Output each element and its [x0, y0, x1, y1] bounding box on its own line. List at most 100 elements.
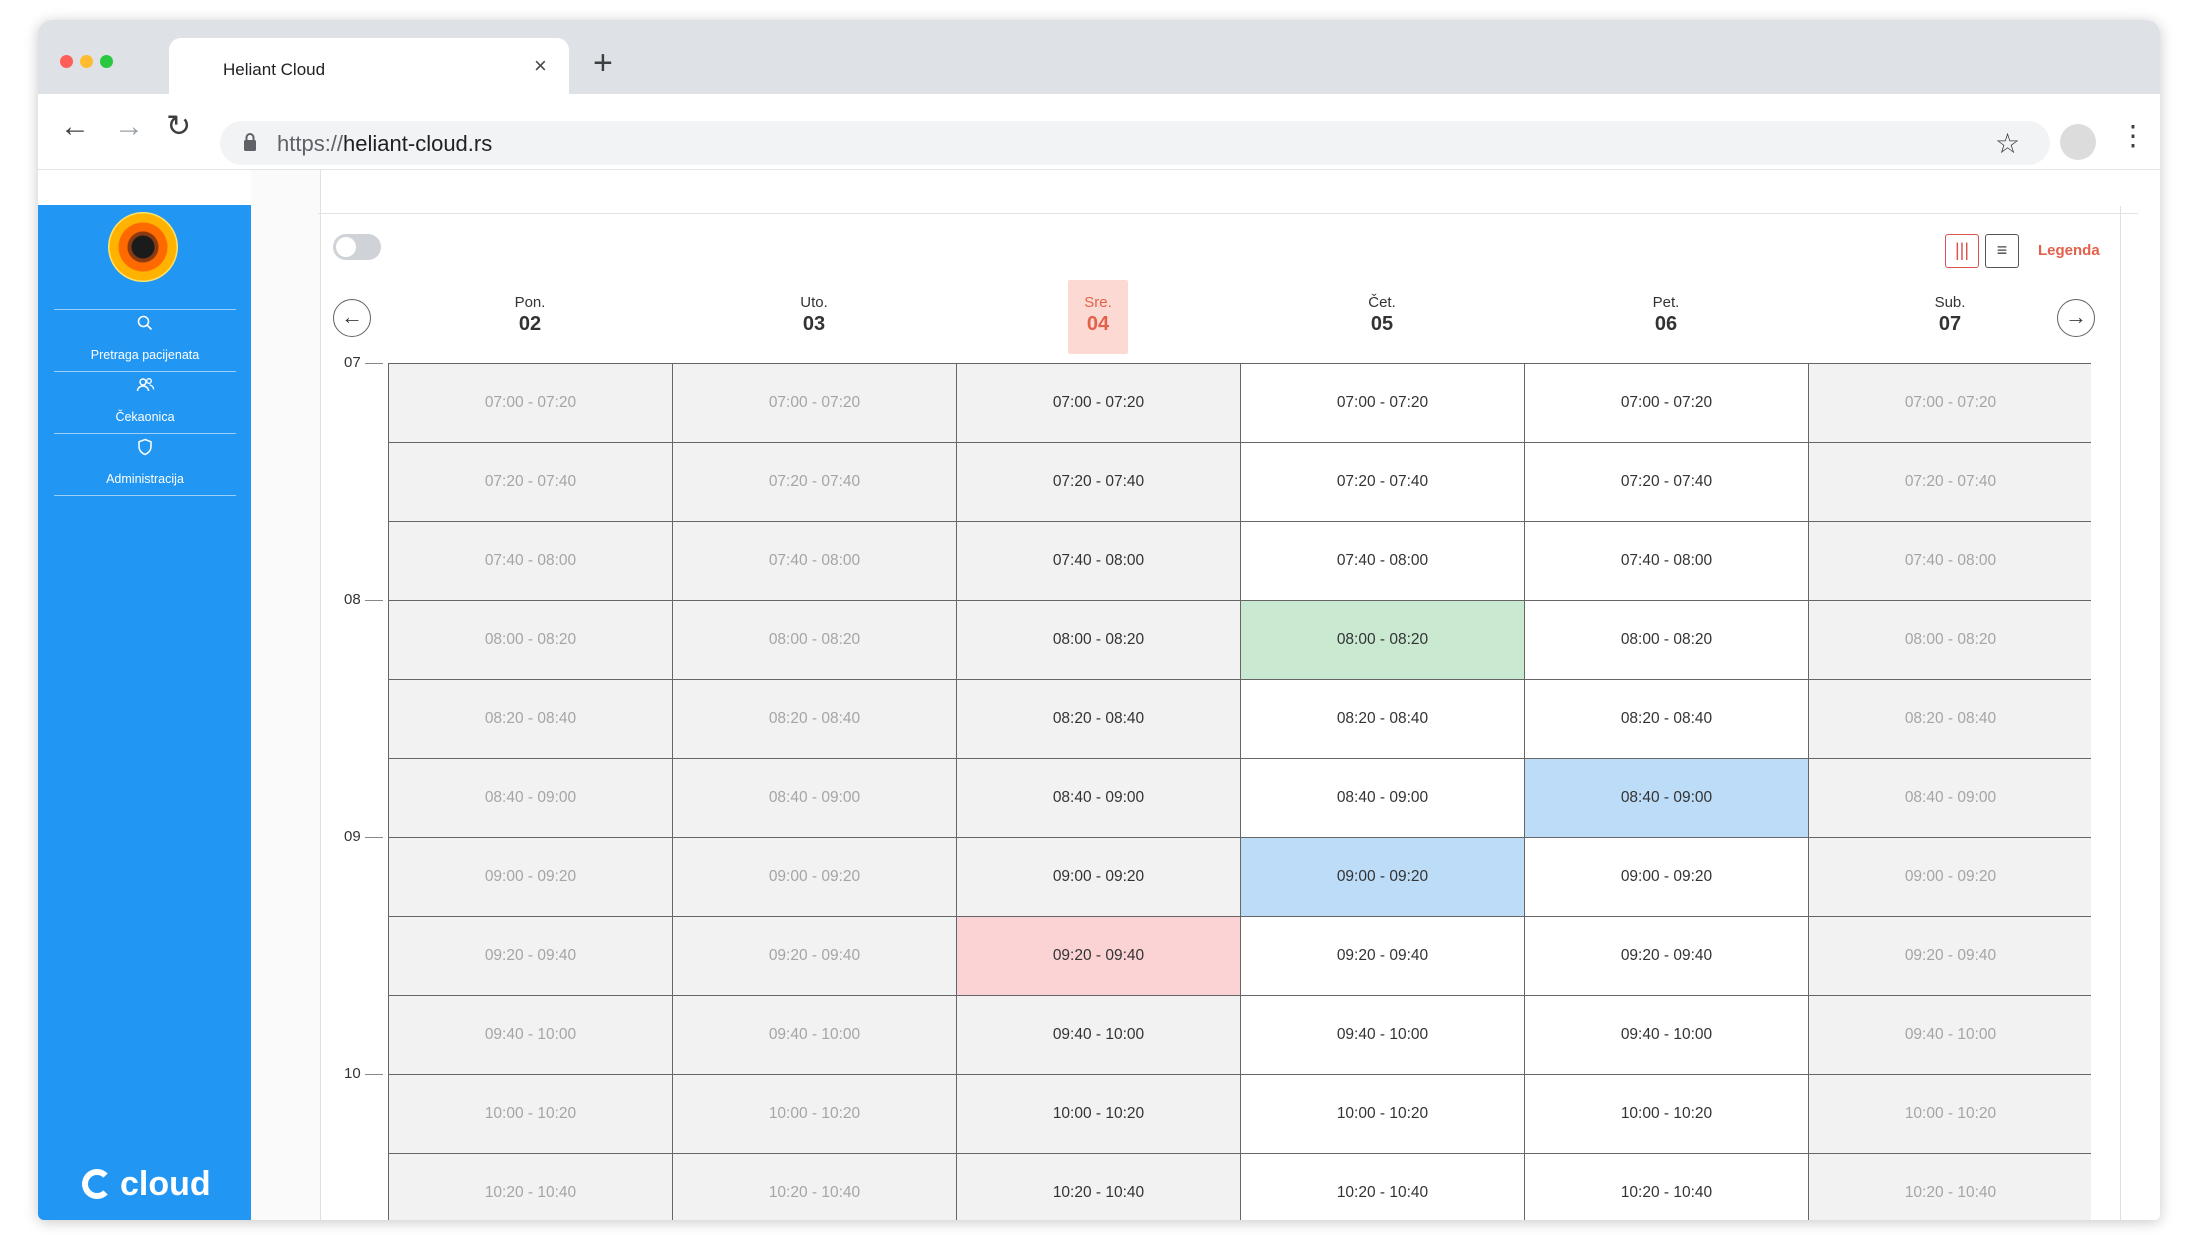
- time-slot[interactable]: 10:20 - 10:40: [1241, 1154, 1525, 1220]
- minimize-window-icon[interactable]: [80, 55, 93, 68]
- time-slot: 09:00 - 09:20: [673, 838, 957, 917]
- day-header-07[interactable]: Sub. 07: [1920, 280, 1980, 354]
- next-week-arrow-icon[interactable]: →: [2057, 299, 2095, 337]
- day-column: 07:00 - 07:20 07:20 - 07:40 07:40 - 08:00 0…: [1809, 364, 2091, 1220]
- shield-icon: [54, 438, 236, 461]
- time-slot[interactable]: 08:40 - 09:00: [957, 759, 1241, 838]
- time-slot[interactable]: 10:00 - 10:20: [1241, 1075, 1525, 1154]
- time-slot[interactable]: 08:40 - 09:00: [1241, 759, 1525, 838]
- time-slot[interactable]: 07:20 - 07:40: [1241, 443, 1525, 522]
- day-name: Pon.: [514, 294, 546, 311]
- search-icon: [54, 314, 236, 337]
- day-column: 07:00 - 07:20 07:20 - 07:40 07:40 - 08:00 0…: [957, 364, 1241, 1220]
- day-name: Uto.: [800, 294, 828, 311]
- day-date: 02: [518, 313, 542, 335]
- url-host: heliant-cloud.rs: [343, 131, 493, 156]
- browser-tab[interactable]: Heliant Cloud ×: [169, 38, 569, 94]
- day-header-02[interactable]: Pon. 02: [500, 280, 560, 354]
- calendar-toggle[interactable]: [333, 234, 381, 260]
- day-header-05[interactable]: Čet. 05: [1352, 280, 1412, 354]
- day-header-06[interactable]: Pet. 06: [1636, 280, 1696, 354]
- time-slot[interactable]: 07:40 - 08:00: [1525, 522, 1809, 601]
- time-slot[interactable]: 09:20 - 09:40: [1241, 917, 1525, 996]
- sidebar-item-label: Čekaonica: [115, 410, 175, 424]
- toggle-knob: [336, 237, 356, 257]
- time-slot: 10:00 - 10:20: [673, 1075, 957, 1154]
- hour-label: 07: [344, 354, 361, 371]
- sidebar: Pretraga pacijenata Čekaonica Administra…: [38, 205, 251, 1220]
- cloud-logo-icon: [82, 1169, 112, 1199]
- back-icon[interactable]: ←: [60, 110, 90, 143]
- time-slot[interactable]: 09:00 - 09:20: [1525, 838, 1809, 917]
- day-name: Pet.: [1652, 294, 1680, 311]
- time-slot[interactable]: 08:00 - 08:20: [957, 601, 1241, 680]
- time-slot[interactable]: 10:20 - 10:40: [957, 1154, 1241, 1220]
- day-name: Sub.: [1934, 294, 1966, 311]
- list-view-button[interactable]: ≡: [1985, 234, 2019, 268]
- time-slot[interactable]: 10:20 - 10:40: [1525, 1154, 1809, 1220]
- url-text[interactable]: https://heliant-cloud.rs: [277, 131, 492, 157]
- day-date: 07: [1938, 313, 1962, 335]
- time-slot: 08:40 - 09:00: [673, 759, 957, 838]
- time-slot: 08:00 - 08:20: [1809, 601, 2091, 680]
- sidebar-item-patient-search[interactable]: Pretraga pacijenata: [54, 309, 236, 371]
- time-slot[interactable]: 10:00 - 10:20: [1525, 1075, 1809, 1154]
- time-slot[interactable]: 08:20 - 08:40: [1525, 680, 1809, 759]
- hour-tick: [365, 1074, 383, 1075]
- time-slot[interactable]: 07:20 - 07:40: [957, 443, 1241, 522]
- maximize-window-icon[interactable]: [100, 55, 113, 68]
- page-content: Pretraga pacijenata Čekaonica Administra…: [38, 170, 2160, 1220]
- sidebar-item-administration[interactable]: Administracija: [54, 433, 236, 495]
- time-slot: 07:20 - 07:40: [389, 443, 673, 522]
- time-slot: 09:00 - 09:20: [389, 838, 673, 917]
- time-slot: 09:40 - 10:00: [389, 996, 673, 1075]
- time-slot[interactable]: 08:20 - 08:40: [957, 680, 1241, 759]
- time-slot: 07:00 - 07:20: [673, 364, 957, 443]
- time-slot[interactable]: 09:00 - 09:20: [957, 838, 1241, 917]
- time-slot: 09:40 - 10:00: [673, 996, 957, 1075]
- time-slot[interactable]: 09:40 - 10:00: [957, 996, 1241, 1075]
- legend-link[interactable]: Legenda: [2038, 242, 2100, 259]
- slot-grid: 07:00 - 07:20 07:20 - 07:40 07:40 - 08:00 0…: [388, 363, 2091, 1220]
- time-slot[interactable]: 07:20 - 07:40: [1525, 443, 1809, 522]
- sidebar-item-waiting-room[interactable]: Čekaonica: [54, 371, 236, 433]
- sidebar-item-label: Administracija: [106, 472, 184, 486]
- day-header-03[interactable]: Uto. 03: [784, 280, 844, 354]
- time-slot[interactable]: 07:40 - 08:00: [957, 522, 1241, 601]
- hour-label: 10: [344, 1065, 361, 1082]
- time-slot[interactable]: 08:00 - 08:20: [1241, 601, 1525, 680]
- time-slot[interactable]: 07:00 - 07:20: [1525, 364, 1809, 443]
- profile-avatar[interactable]: [2060, 124, 2096, 160]
- users-icon: [54, 376, 236, 399]
- tab-close-icon[interactable]: ×: [534, 53, 547, 78]
- sidebar-item-label: Pretraga pacijenata: [90, 348, 200, 362]
- time-slot[interactable]: 08:40 - 09:00: [1525, 759, 1809, 838]
- time-slot[interactable]: 08:20 - 08:40: [1241, 680, 1525, 759]
- app-logo[interactable]: [108, 212, 178, 282]
- time-slot[interactable]: 09:40 - 10:00: [1241, 996, 1525, 1075]
- new-tab-icon[interactable]: +: [593, 44, 613, 82]
- column-view-button[interactable]: |||: [1945, 234, 1979, 268]
- time-slot[interactable]: 08:00 - 08:20: [1525, 601, 1809, 680]
- prev-week-arrow-icon[interactable]: ←: [333, 299, 371, 337]
- day-column: 07:00 - 07:20 07:20 - 07:40 07:40 - 08:00 0…: [1241, 364, 1525, 1220]
- day-date: 03: [802, 313, 826, 335]
- time-slot: 07:40 - 08:00: [1809, 522, 2091, 601]
- time-slot[interactable]: 09:20 - 09:40: [957, 917, 1241, 996]
- time-slot[interactable]: 07:00 - 07:20: [957, 364, 1241, 443]
- time-slot[interactable]: 09:00 - 09:20: [1241, 838, 1525, 917]
- time-slot[interactable]: 09:40 - 10:00: [1525, 996, 1809, 1075]
- reload-icon[interactable]: ↻: [166, 110, 192, 143]
- time-slot[interactable]: 10:00 - 10:20: [957, 1075, 1241, 1154]
- forward-icon[interactable]: →: [114, 110, 144, 143]
- bookmark-star-icon[interactable]: ☆: [1995, 128, 2021, 159]
- time-slot[interactable]: 07:00 - 07:20: [1241, 364, 1525, 443]
- menu-kebab-icon[interactable]: ⋮: [2119, 120, 2147, 151]
- time-slot: 08:40 - 09:00: [389, 759, 673, 838]
- day-header-04[interactable]: Sre. 04: [1068, 280, 1128, 354]
- address-bar[interactable]: https://heliant-cloud.rs ☆: [220, 121, 2050, 165]
- time-slot[interactable]: 07:40 - 08:00: [1241, 522, 1525, 601]
- time-slot: 08:00 - 08:20: [389, 601, 673, 680]
- time-slot[interactable]: 09:20 - 09:40: [1525, 917, 1809, 996]
- close-window-icon[interactable]: [60, 55, 73, 68]
